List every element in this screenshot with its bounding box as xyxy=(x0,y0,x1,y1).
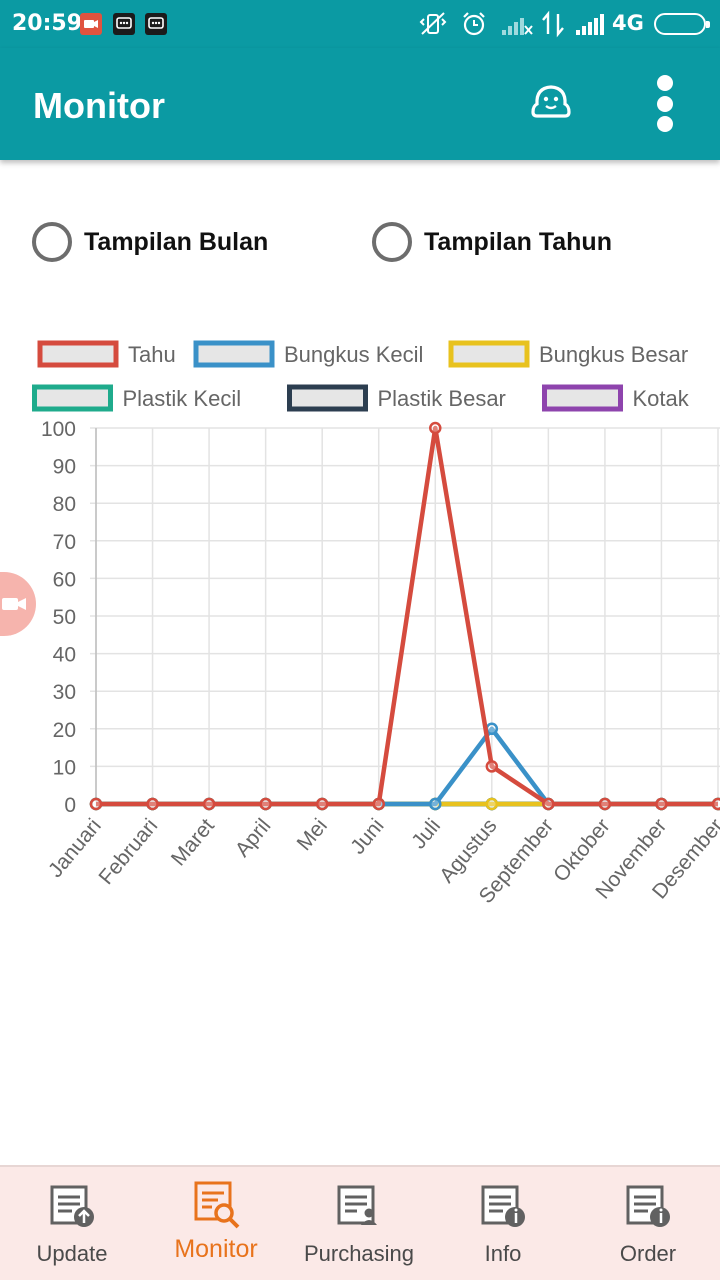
nav-update[interactable]: Update xyxy=(0,1167,144,1280)
x-tick-label: Mei xyxy=(293,814,332,855)
status-bar: 20:59 4G xyxy=(0,0,720,48)
legend-label: Kotak xyxy=(633,386,690,411)
data-arrows-icon xyxy=(542,10,564,38)
y-tick-label: 60 xyxy=(53,568,76,591)
data-point xyxy=(711,797,720,811)
y-tick-label: 40 xyxy=(53,644,76,667)
data-point xyxy=(372,797,385,811)
nav-label: Purchasing xyxy=(303,1241,415,1266)
bbm-icon xyxy=(145,13,167,35)
y-tick-label: 70 xyxy=(53,531,76,554)
y-tick-label: 100 xyxy=(41,418,76,441)
radio-button[interactable] xyxy=(32,222,72,262)
video-camera-icon xyxy=(2,598,26,610)
legend-swatch xyxy=(32,384,113,412)
legend-swatch xyxy=(542,384,623,412)
vibrate-icon xyxy=(419,12,447,35)
legend-label: Bungkus Kecil xyxy=(284,342,423,367)
screen-recorder-icon xyxy=(80,13,102,35)
nav-info[interactable]: Info xyxy=(431,1167,575,1280)
data-point xyxy=(89,797,103,811)
legend-swatch xyxy=(287,384,368,412)
y-tick-label: 10 xyxy=(53,756,76,779)
y-tick-label: 0 xyxy=(64,794,76,817)
y-tick-label: 30 xyxy=(53,681,76,704)
radio-button[interactable] xyxy=(372,222,412,262)
data-point xyxy=(429,421,442,435)
data-point xyxy=(485,797,499,811)
nav-purchasing[interactable]: Purchasing xyxy=(287,1167,431,1280)
page-title: Monitor xyxy=(33,85,165,126)
x-tick-label: Juni xyxy=(346,814,388,858)
data-point xyxy=(202,797,216,811)
nav-order[interactable]: Order xyxy=(576,1167,720,1280)
nav-label: Info xyxy=(484,1241,522,1266)
x-tick-label: Februari xyxy=(94,814,162,889)
bbm-icon xyxy=(113,13,135,35)
radio-year-label: Tampilan Tahun xyxy=(424,227,612,256)
document-info-icon xyxy=(481,1185,525,1227)
data-point xyxy=(655,797,668,811)
data-point xyxy=(542,797,555,811)
nav-monitor[interactable]: Monitor xyxy=(144,1167,288,1280)
document-info-icon xyxy=(626,1185,670,1227)
nav-label: Monitor xyxy=(174,1235,258,1263)
radio-month-view[interactable]: Tampilan Bulan xyxy=(32,222,268,262)
legend-swatch xyxy=(448,340,530,368)
y-tick-label: 20 xyxy=(53,719,76,742)
data-point xyxy=(598,797,612,811)
series-line xyxy=(96,425,718,807)
document-search-icon xyxy=(194,1181,240,1229)
legend-swatch xyxy=(37,340,119,368)
battery-icon xyxy=(654,13,710,35)
radio-year-view[interactable]: Tampilan Tahun xyxy=(372,222,612,262)
y-tick-label: 90 xyxy=(53,456,76,479)
signal-icon xyxy=(576,14,604,35)
data-point xyxy=(146,797,159,811)
legend-label: Plastik Kecil xyxy=(123,386,242,411)
signal-icon xyxy=(502,18,533,35)
document-upload-icon xyxy=(50,1185,94,1227)
data-point xyxy=(485,760,499,773)
bottom-navigation: Update Monitor Purchasing Inf xyxy=(0,1165,720,1280)
network-type: 4G xyxy=(612,11,644,35)
legend-swatch xyxy=(193,340,275,368)
app-bar: Monitor xyxy=(0,48,720,160)
alarm-icon xyxy=(463,12,485,36)
legend-label: Tahu xyxy=(128,342,176,367)
status-time: 20:59 xyxy=(12,11,83,36)
legend-label: Plastik Besar xyxy=(378,386,506,411)
x-tick-label: Maret xyxy=(167,814,219,870)
y-tick-label: 50 xyxy=(53,606,76,629)
data-point xyxy=(429,797,442,811)
data-point xyxy=(259,797,272,811)
radio-month-label: Tampilan Bulan xyxy=(84,227,269,256)
legend-label: Bungkus Besar xyxy=(539,342,688,367)
document-user-icon xyxy=(337,1185,377,1225)
x-tick-label: April xyxy=(231,814,276,861)
nav-label: Order xyxy=(619,1241,677,1266)
y-tick-label: 80 xyxy=(53,493,76,516)
data-point xyxy=(315,797,329,811)
x-tick-label: Juli xyxy=(407,814,445,853)
nav-label: Update xyxy=(36,1241,108,1266)
overflow-menu-icon[interactable] xyxy=(650,74,680,134)
ghost-icon[interactable] xyxy=(527,82,575,122)
